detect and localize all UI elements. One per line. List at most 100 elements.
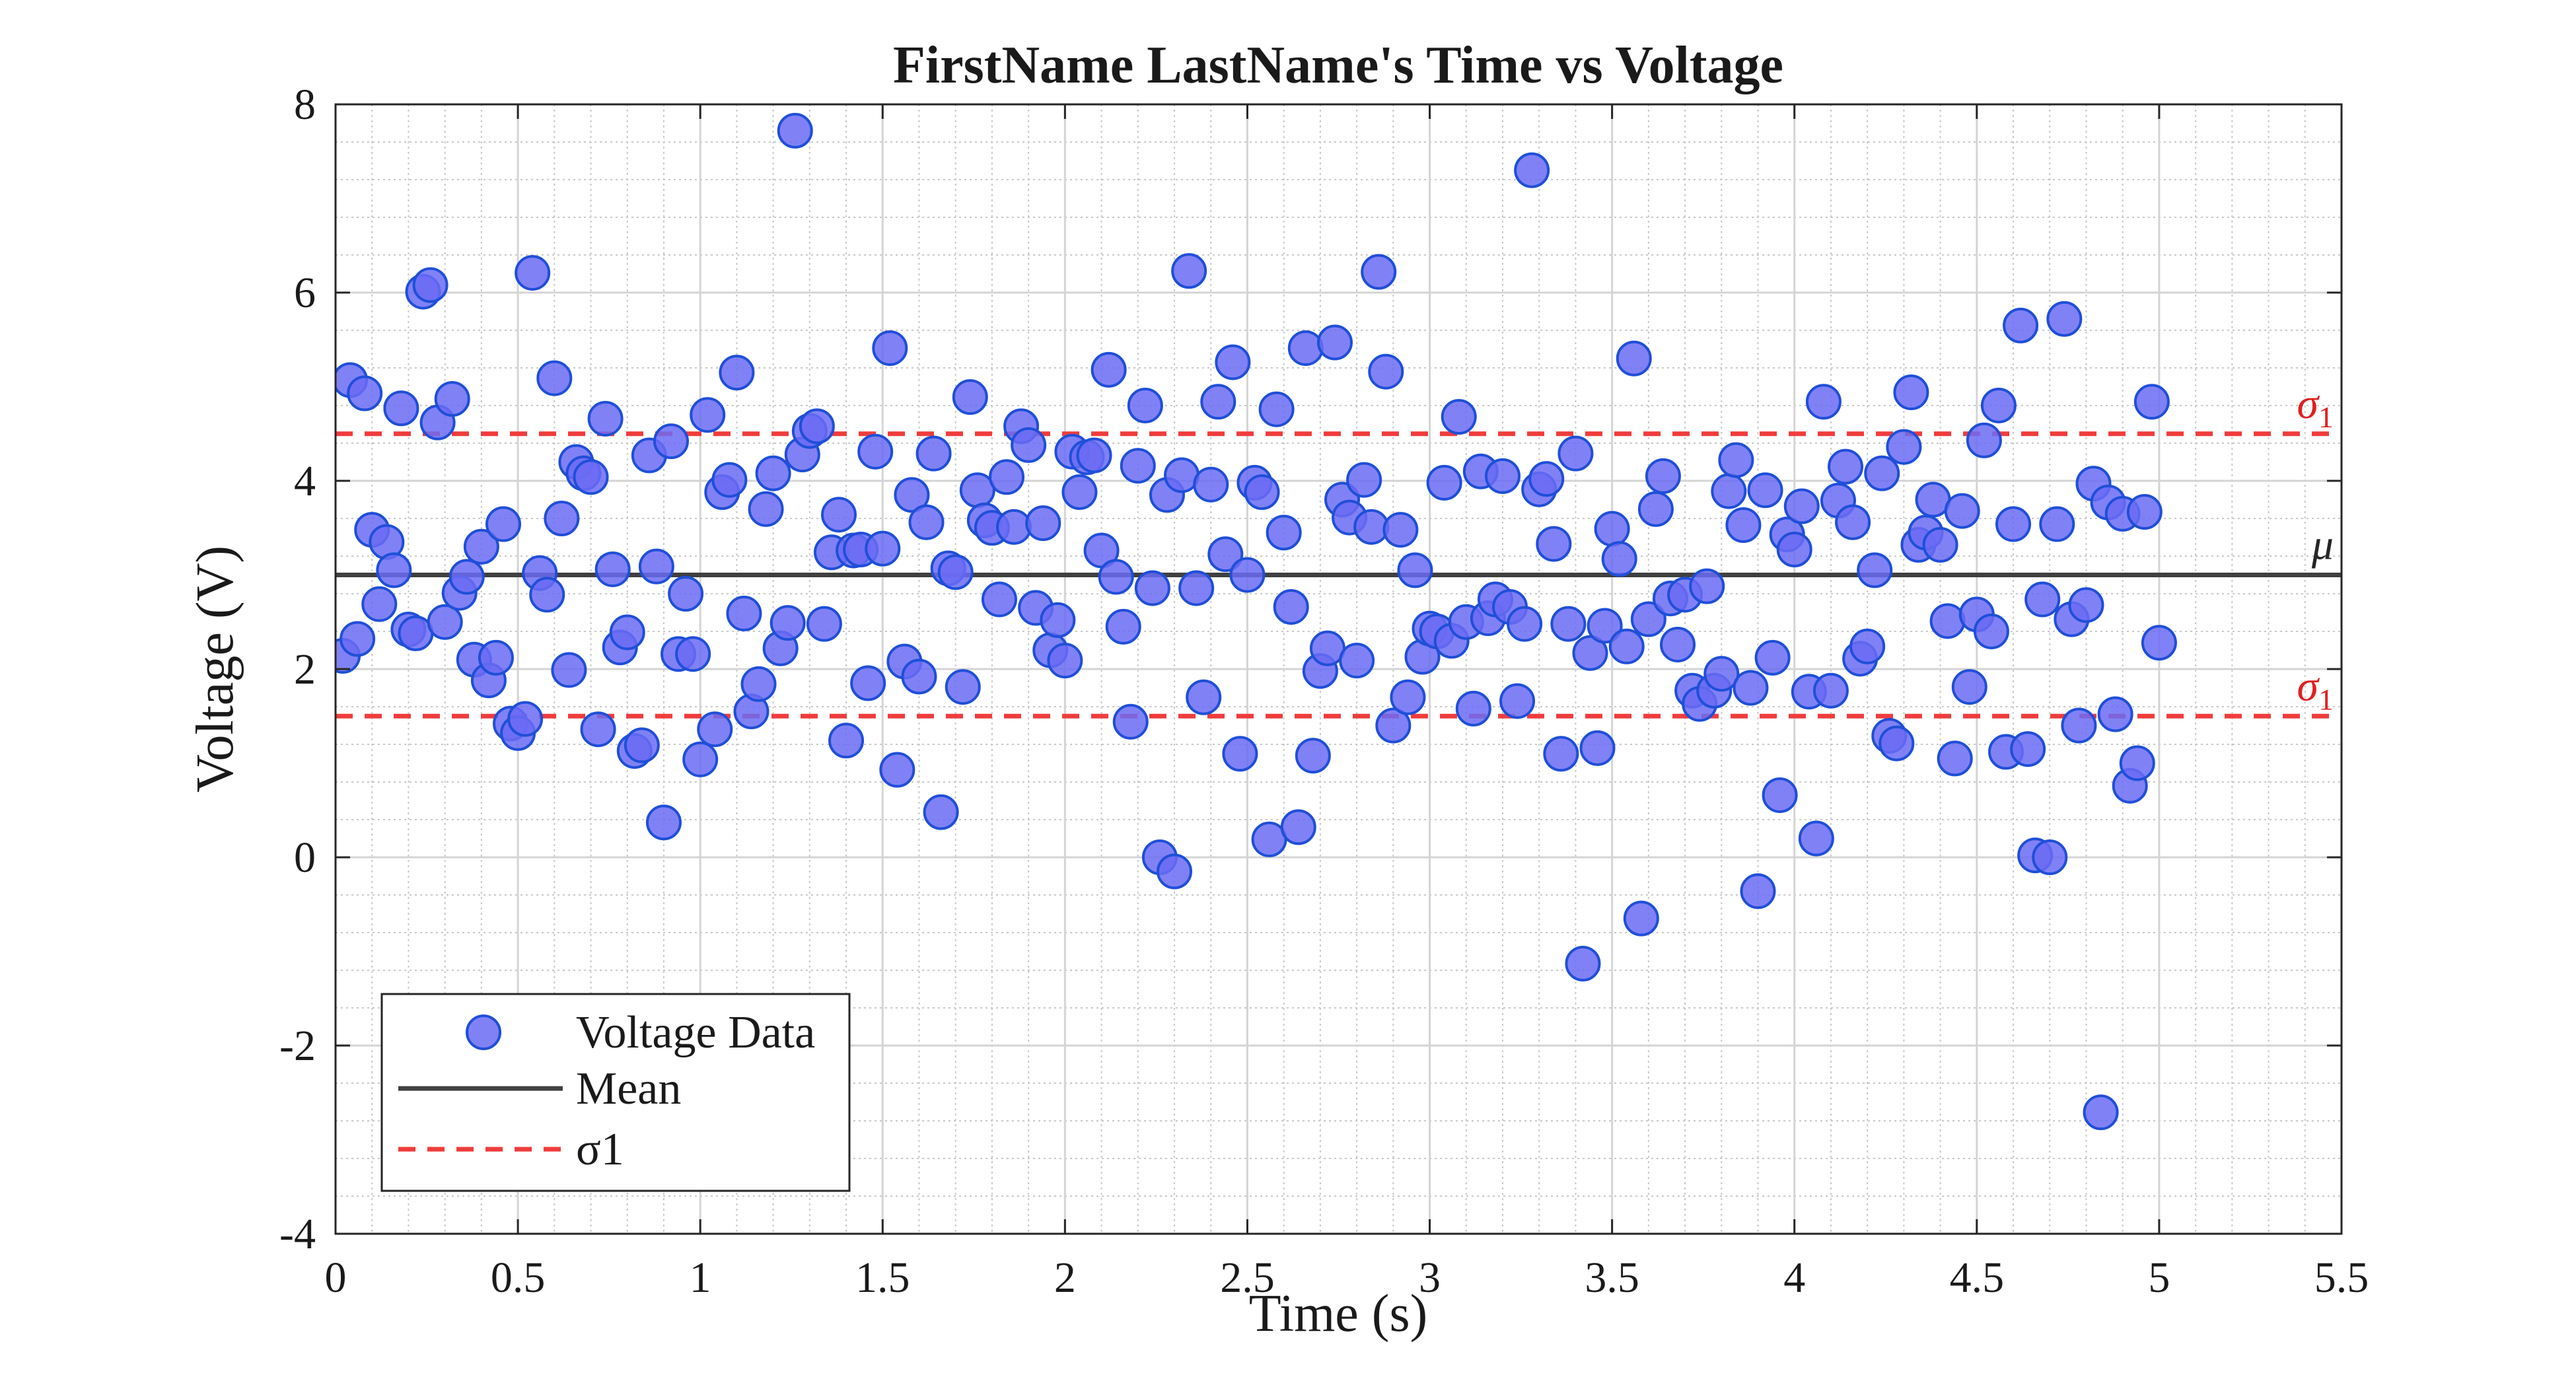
data-point bbox=[981, 581, 1017, 618]
y-axis-label: Voltage (V) bbox=[186, 546, 244, 793]
data-point bbox=[1076, 437, 1112, 474]
x-tick-label: 1.5 bbox=[855, 1254, 910, 1302]
data-point bbox=[1266, 515, 1302, 551]
data-point bbox=[1557, 435, 1594, 472]
data-point bbox=[1390, 679, 1426, 715]
data-point bbox=[1718, 442, 1754, 478]
data-point bbox=[2046, 301, 2083, 337]
data-point bbox=[1258, 391, 1295, 427]
data-point bbox=[1703, 656, 1740, 692]
data-point bbox=[865, 530, 901, 567]
data-point bbox=[551, 652, 587, 688]
data-point bbox=[2039, 506, 2075, 542]
data-point bbox=[923, 794, 959, 830]
data-point bbox=[587, 400, 624, 437]
data-point bbox=[1287, 330, 1324, 367]
data-point bbox=[580, 711, 616, 748]
data-point bbox=[1973, 614, 2009, 649]
y-tick-label: 2 bbox=[294, 645, 316, 694]
data-point bbox=[412, 267, 448, 303]
x-tick-label: 0.5 bbox=[491, 1254, 546, 1302]
data-point bbox=[821, 497, 857, 533]
data-point bbox=[806, 606, 842, 642]
data-point bbox=[529, 577, 565, 613]
data-point bbox=[1776, 532, 1812, 568]
data-point bbox=[1397, 552, 1433, 588]
data-point bbox=[2141, 625, 2177, 661]
data-point bbox=[1689, 568, 1725, 604]
mean-annotation: μ bbox=[2311, 521, 2334, 569]
data-point bbox=[347, 375, 383, 411]
data-point bbox=[544, 501, 580, 536]
data-point bbox=[1316, 324, 1353, 361]
data-point bbox=[1536, 526, 1572, 562]
data-point bbox=[1426, 464, 1462, 501]
data-point bbox=[1725, 507, 1762, 543]
legend-label-sigma: σ1 bbox=[576, 1124, 624, 1175]
data-point bbox=[1157, 853, 1193, 890]
data-point bbox=[1134, 570, 1170, 606]
data-point bbox=[1193, 466, 1229, 503]
data-point bbox=[1864, 455, 1900, 491]
data-point bbox=[1835, 504, 1871, 540]
data-point bbox=[1857, 552, 1893, 588]
data-point bbox=[1382, 512, 1419, 548]
data-point bbox=[1112, 703, 1149, 740]
data-point bbox=[2003, 307, 2039, 343]
data-point bbox=[777, 112, 813, 149]
data-point bbox=[1120, 448, 1156, 484]
x-tick-label: 5.5 bbox=[2314, 1254, 2369, 1302]
data-point bbox=[1186, 679, 1222, 715]
legend-label-voltage-data: Voltage Data bbox=[576, 1007, 815, 1058]
data-point bbox=[1733, 670, 1769, 706]
data-point bbox=[1951, 669, 1987, 705]
line-annotations: μ σ1 σ1 bbox=[2297, 380, 2334, 717]
data-point bbox=[2024, 581, 2061, 618]
data-point bbox=[1579, 730, 1616, 766]
data-point bbox=[1455, 690, 1491, 727]
data-point bbox=[908, 504, 945, 540]
data-point bbox=[536, 360, 573, 396]
data-point bbox=[668, 576, 704, 612]
data-point bbox=[1966, 422, 2002, 458]
data-point bbox=[1587, 608, 1623, 644]
data-point bbox=[1528, 461, 1565, 497]
data-point bbox=[1507, 606, 1543, 642]
data-point bbox=[1645, 458, 1681, 494]
data-point bbox=[1995, 506, 2032, 542]
sigma-annotation: σ1 bbox=[2297, 380, 2334, 434]
data-point bbox=[894, 477, 930, 513]
data-point bbox=[515, 255, 551, 291]
data-point bbox=[340, 621, 376, 657]
data-point bbox=[1514, 152, 1550, 188]
data-point bbox=[1091, 351, 1127, 388]
data-point bbox=[1886, 429, 1922, 465]
x-tick-label: 3.5 bbox=[1585, 1254, 1639, 1302]
data-point bbox=[2097, 696, 2133, 732]
data-point bbox=[478, 639, 514, 676]
data-point bbox=[1543, 736, 1579, 772]
data-point bbox=[434, 381, 470, 417]
y-tick-label: 8 bbox=[294, 81, 316, 129]
data-point bbox=[463, 528, 499, 565]
data-point bbox=[2119, 745, 2155, 781]
data-point bbox=[1346, 462, 1382, 498]
data-point bbox=[1375, 707, 1412, 744]
data-point bbox=[1105, 608, 1141, 645]
data-point bbox=[1572, 635, 1608, 671]
chart-title: FirstName LastName's Time vs Voltage bbox=[893, 36, 1783, 94]
data-point bbox=[1616, 340, 1652, 376]
data-point bbox=[1740, 873, 1776, 909]
data-point bbox=[2061, 707, 2097, 744]
data-point bbox=[1222, 736, 1258, 772]
data-point bbox=[427, 604, 463, 640]
data-point bbox=[748, 491, 784, 527]
data-point bbox=[755, 455, 791, 491]
data-point bbox=[1244, 474, 1280, 511]
data-point bbox=[850, 665, 886, 701]
y-tick-label: 4 bbox=[294, 457, 316, 505]
data-point bbox=[1944, 493, 1980, 529]
data-point bbox=[1499, 683, 1536, 719]
data-point bbox=[675, 636, 711, 672]
data-point bbox=[1805, 384, 1842, 420]
